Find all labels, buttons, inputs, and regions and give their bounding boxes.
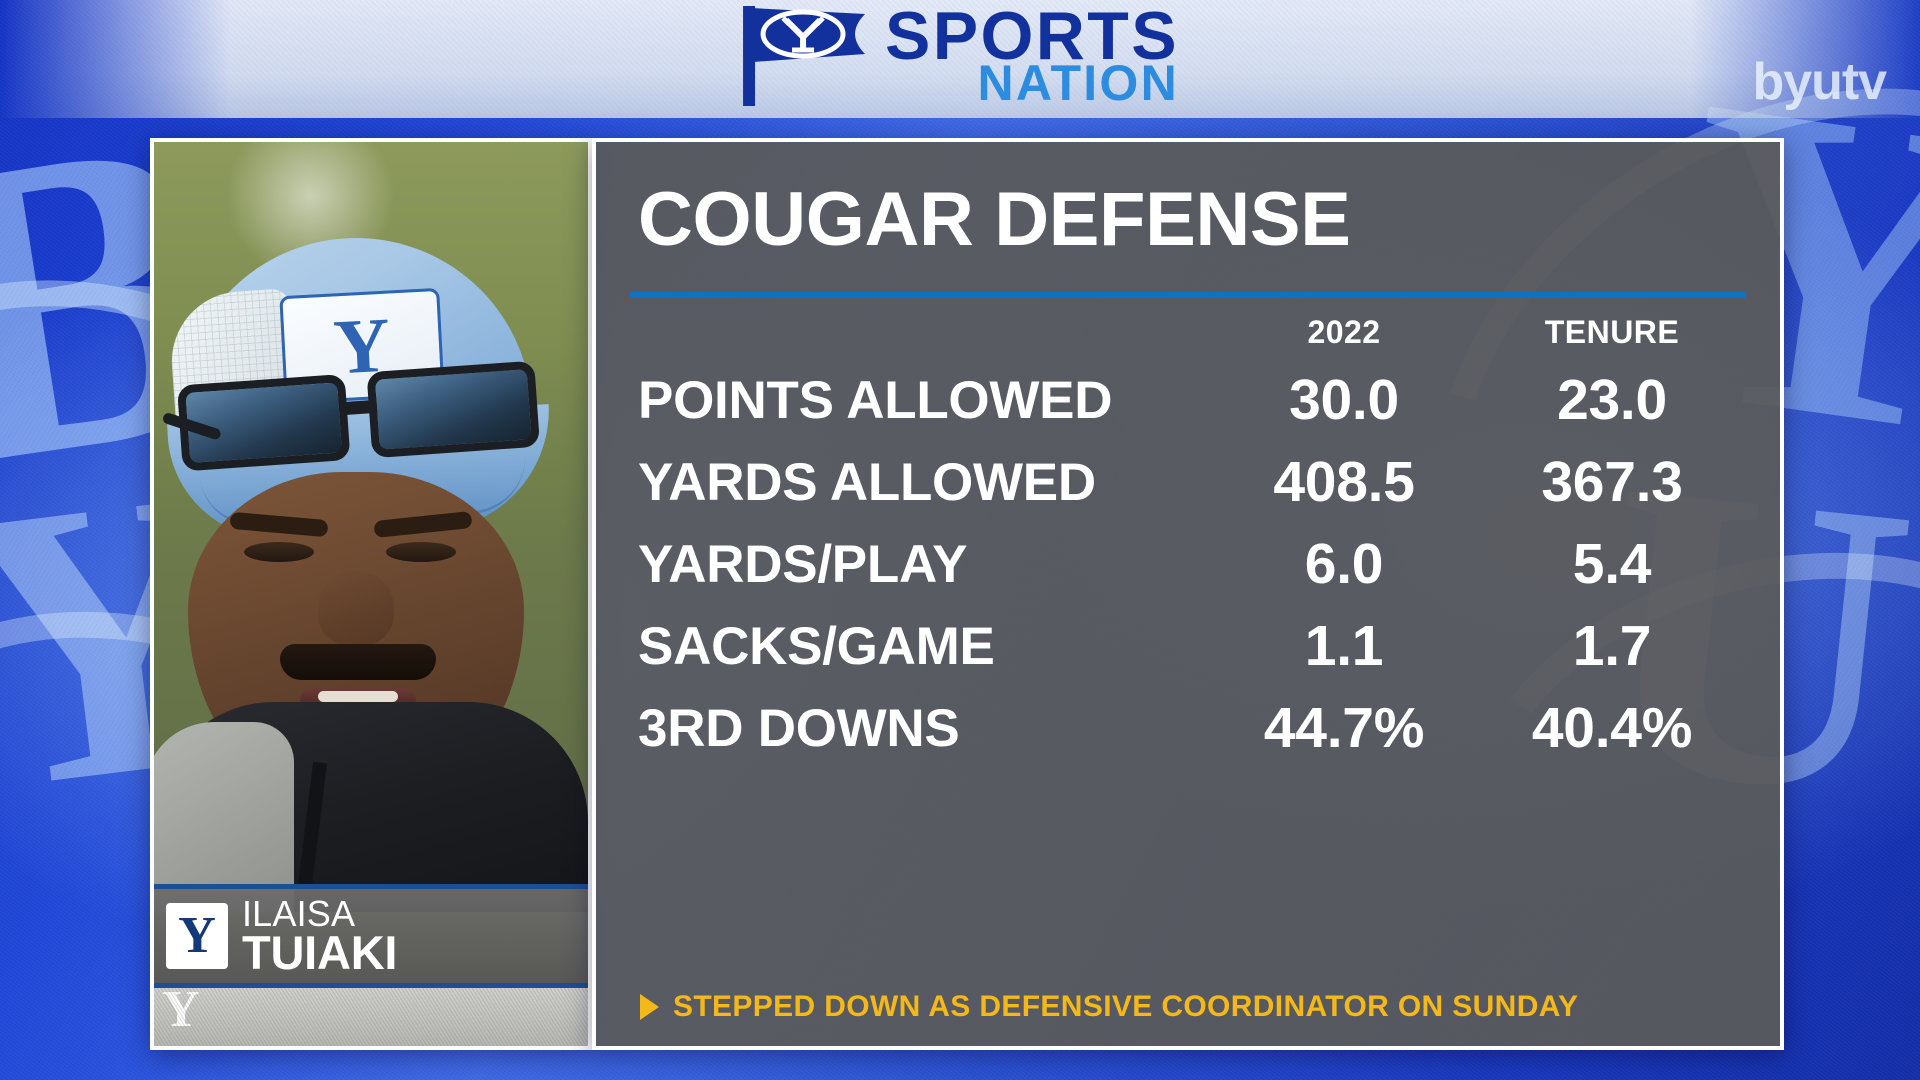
table-row: SACKS/GAME 1.1 1.7 (630, 613, 1746, 679)
stat-label: SACKS/GAME (638, 616, 995, 676)
stat-value-2022: 44.7% (1263, 696, 1425, 760)
table-row: YARDS ALLOWED 408.5 367.3 (630, 449, 1746, 515)
coach-portrait-photo: Y (154, 142, 588, 912)
page-title: COUGAR DEFENSE (638, 177, 1351, 262)
footer-logo-letter: Y (162, 981, 200, 1038)
title-divider (630, 292, 1746, 298)
coach-photo-panel: Y Y (150, 138, 592, 1050)
stat-value-tenure: 23.0 (1557, 368, 1667, 432)
byu-flag-icon (743, 6, 866, 106)
stat-label: 3RD DOWNS (638, 698, 960, 758)
stat-label: YARDS ALLOWED (638, 452, 1096, 512)
eyebrow-right (373, 510, 473, 539)
eyebrow-left (229, 511, 329, 538)
nose (318, 570, 394, 646)
byu-sports-nation-logo: SPORTS NATION (741, 0, 1179, 111)
stat-value-2022: 1.1 (1304, 614, 1384, 678)
stat-label: YARDS/PLAY (638, 534, 968, 594)
stat-value-2022: 408.5 (1273, 450, 1415, 514)
stats-header-row: 2022 TENURE (630, 314, 1746, 351)
stat-value-tenure: 40.4% (1531, 696, 1693, 760)
sunglass-lens-right (366, 360, 541, 459)
table-row: 3RD DOWNS 44.7% 40.4% (630, 695, 1746, 761)
nameplate: Y ILAISA TUIAKI (154, 884, 588, 988)
table-row: YARDS/PLAY 6.0 5.4 (630, 531, 1746, 597)
eye-left (244, 542, 314, 562)
stats-panel: COUGAR DEFENSE 2022 TENURE POINTS ALLOWE… (592, 138, 1784, 1050)
coach-first-name: ILAISA (242, 893, 356, 935)
shirt-shoulder (154, 722, 294, 912)
stat-value-2022: 30.0 (1289, 368, 1399, 432)
sunglass-lens-left (176, 373, 351, 472)
photo-footer-strip: Y (154, 984, 588, 1046)
eye-right (386, 542, 456, 562)
byutv-watermark: byutv (1752, 53, 1888, 111)
coach-last-name: TUIAKI (242, 925, 398, 979)
header-bar (0, 0, 1920, 118)
nameplate-logo-letter: Y (178, 907, 216, 964)
logo-sports-text: SPORTS (885, 0, 1179, 75)
column-header-tenure: TENURE (1544, 314, 1680, 350)
play-arrow-icon (640, 994, 659, 1020)
column-header-2022: 2022 (1307, 314, 1381, 350)
nameplate-byu-logo-icon: Y (166, 903, 228, 969)
footnote-text: STEPPED DOWN AS DEFENSIVE COORDINATOR ON… (673, 990, 1579, 1023)
table-row: POINTS ALLOWED 30.0 23.0 (630, 367, 1746, 433)
stat-value-tenure: 367.3 (1541, 450, 1683, 514)
mustache (280, 644, 436, 680)
stat-label: POINTS ALLOWED (638, 370, 1113, 430)
footnote: STEPPED DOWN AS DEFENSIVE COORDINATOR ON… (630, 990, 1746, 1024)
logo-nation-text: NATION (977, 54, 1179, 111)
stat-value-2022: 6.0 (1304, 532, 1384, 596)
stat-value-tenure: 1.7 (1572, 614, 1652, 678)
stat-value-tenure: 5.4 (1572, 532, 1652, 596)
